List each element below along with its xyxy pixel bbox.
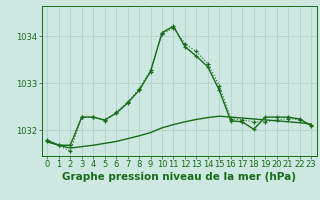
X-axis label: Graphe pression niveau de la mer (hPa): Graphe pression niveau de la mer (hPa)	[62, 172, 296, 182]
